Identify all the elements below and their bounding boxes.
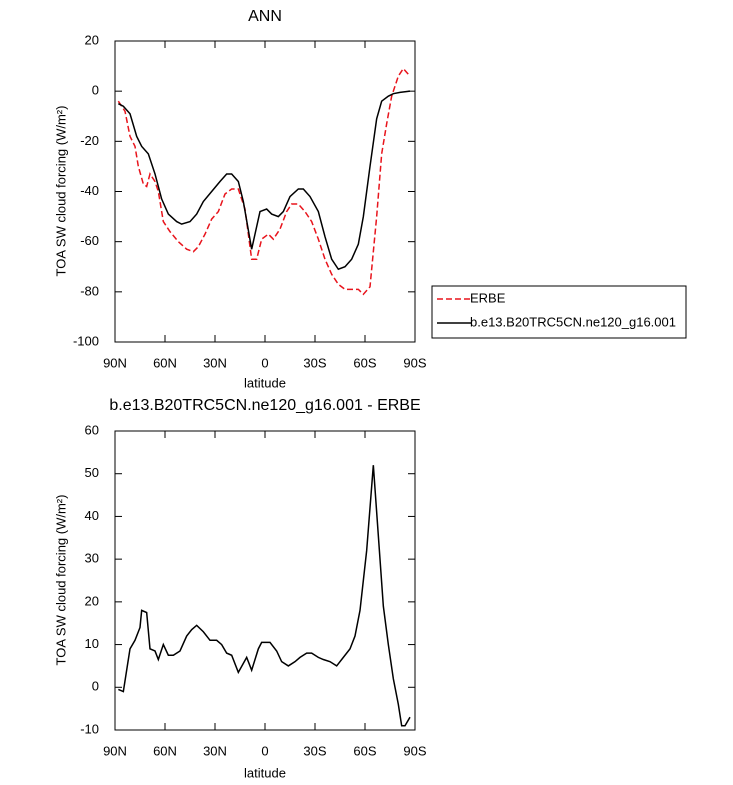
data-line — [118, 465, 411, 727]
x-axis-label: latitude — [244, 375, 286, 390]
x-tick-label: 60S — [353, 355, 376, 370]
chart-title: b.e13.B20TRC5CN.ne120_g16.001 - ERBE — [109, 397, 420, 414]
y-tick-label: -40 — [80, 183, 99, 198]
x-tick-label: 90N — [103, 355, 127, 370]
x-axis-label: latitude — [244, 765, 286, 780]
y-tick-label: -60 — [80, 233, 99, 248]
x-tick-label: 0 — [261, 743, 268, 758]
y-tick-label: 60 — [85, 422, 99, 437]
data-line — [117, 67, 411, 296]
y-tick-label: 0 — [92, 83, 99, 98]
plot-frame — [114, 430, 416, 731]
x-tick-label: 30S — [303, 355, 326, 370]
x-tick-label: 30N — [203, 743, 227, 758]
y-axis-label: TOA SW cloud forcing (W/m²) — [53, 106, 68, 277]
data-line — [117, 90, 411, 271]
chart-title: ANN — [248, 8, 282, 25]
y-tick-label: 40 — [85, 508, 99, 523]
x-tick-label: 90S — [403, 743, 426, 758]
x-tick-label: 0 — [261, 355, 268, 370]
legend-label: ERBE — [470, 290, 506, 305]
y-tick-label: 20 — [85, 593, 99, 608]
x-tick-label: 60S — [353, 743, 376, 758]
y-tick-label: -100 — [73, 333, 99, 348]
x-tick-label: 90N — [103, 743, 127, 758]
x-tick-label: 90S — [403, 355, 426, 370]
y-tick-label: -20 — [80, 133, 99, 148]
legend-box — [431, 285, 687, 339]
legend-label: b.e13.B20TRC5CN.ne120_g16.001 — [470, 314, 676, 329]
y-tick-label: -80 — [80, 283, 99, 298]
x-tick-label: 30N — [203, 355, 227, 370]
y-tick-label: -10 — [80, 721, 99, 736]
y-axis-label: TOA SW cloud forcing (W/m²) — [53, 495, 68, 666]
x-tick-label: 60N — [153, 355, 177, 370]
x-tick-label: 60N — [153, 743, 177, 758]
x-tick-label: 30S — [303, 743, 326, 758]
y-tick-label: 10 — [85, 636, 99, 651]
y-tick-label: 20 — [85, 32, 99, 47]
y-tick-label: 50 — [85, 465, 99, 480]
y-tick-label: 30 — [85, 551, 99, 566]
y-tick-label: 0 — [92, 679, 99, 694]
